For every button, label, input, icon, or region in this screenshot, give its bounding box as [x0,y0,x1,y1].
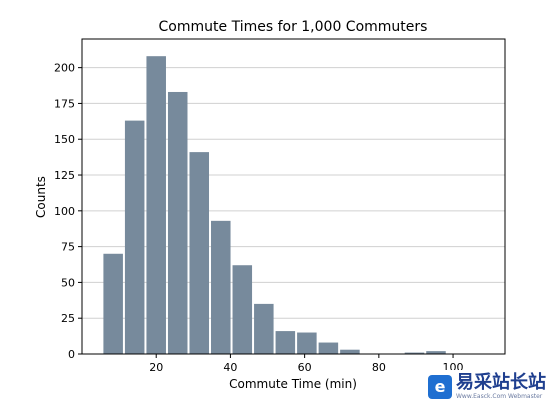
grid-lines [82,67,505,319]
y-tick-label: 25 [61,312,75,325]
histogram-bar [167,91,188,355]
histogram-bar [318,342,339,354]
site-logo-icon: e [428,374,452,399]
y-axis-label: Counts [34,176,48,218]
watermark-name: 易采站长站 [456,371,546,393]
histogram-bar [297,332,317,354]
y-tick-label: 100 [54,205,75,218]
chart-title: Commute Times for 1,000 Commuters [159,19,428,35]
histogram-bar [103,253,123,354]
x-axis-label: Commute Time (min) [229,377,357,391]
y-tick-label: 75 [61,241,75,254]
histogram-bar [146,56,166,354]
histogram-bar [211,220,231,354]
histogram-bar [189,152,210,354]
histogram-bar [124,120,145,354]
y-tick-label: 50 [61,276,75,289]
y-tick-label: 175 [54,97,75,110]
x-tick-label: 60 [298,361,312,374]
histogram-bar [275,331,296,354]
histogram-bar [426,351,446,354]
bars [103,56,446,355]
y-tick-label: 0 [68,348,75,361]
x-tick-label: 80 [372,361,386,374]
x-tick-label: 20 [149,361,163,374]
histogram-bar [340,349,360,354]
y-tick-label: 150 [54,133,75,146]
y-axis-ticks: 0 25 50 75 100 125 150 175 200 [54,62,82,361]
y-tick-label: 200 [54,62,75,75]
histogram-bar [404,352,425,354]
x-axis-ticks: 20 40 60 80 100 [149,354,464,374]
watermark-subtitle: Www.Easck.Com Webmaster [456,392,543,400]
histogram-bar [232,265,253,354]
plot-frame [81,38,506,355]
y-tick-label: 125 [54,169,75,182]
watermark: e 易采站长站 Www.Easck.Com Webmaster [424,370,560,403]
histogram-bar [254,303,274,354]
x-tick-label: 40 [223,361,237,374]
watermark-text: 易采站长站 Www.Easck.Com Webmaster [456,371,546,400]
